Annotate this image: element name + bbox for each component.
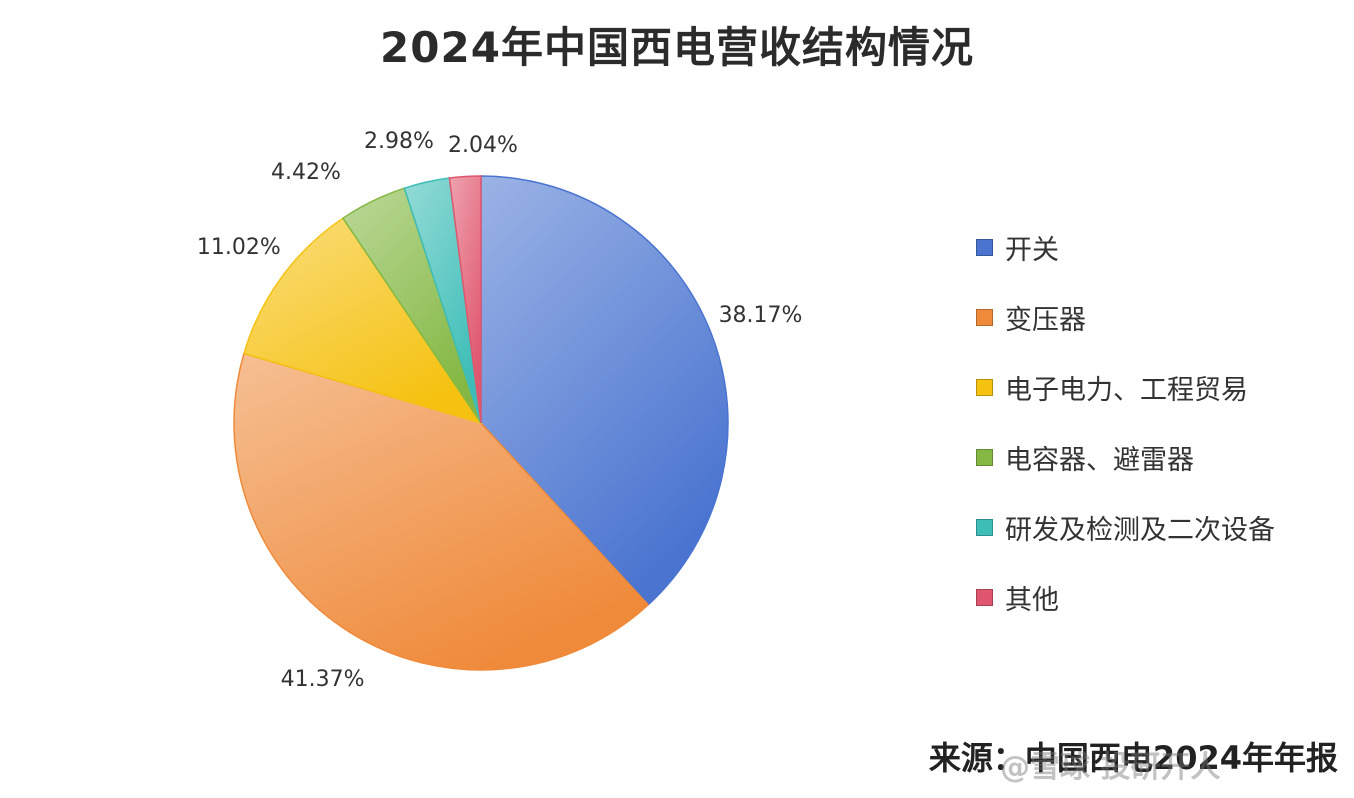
legend-swatch-1 <box>976 238 993 256</box>
slice-label-5: 2.98% <box>364 129 434 154</box>
legend-item-5: 研发及检测及二次设备 <box>976 492 1275 562</box>
legend-label-5: 研发及检测及二次设备 <box>1005 514 1275 546</box>
legend-item-6: 其他 <box>976 562 1275 632</box>
slice-label-4: 4.42% <box>271 160 341 185</box>
legend-item-3: 电子电力、工程贸易 <box>976 352 1275 422</box>
pie-slice-2 <box>233 352 650 671</box>
slice-label-1: 38.17% <box>719 303 803 328</box>
slice-label-6: 2.04% <box>448 133 518 158</box>
slice-label-3: 11.02% <box>197 235 281 260</box>
slice-label-2: 41.37% <box>281 667 365 692</box>
legend-label-2: 变压器 <box>1005 304 1086 336</box>
pie-slice-6 <box>448 175 482 424</box>
legend-swatch-4 <box>976 448 993 466</box>
legend-swatch-3 <box>976 378 993 396</box>
watermark: @雪球 投研开人 <box>1000 750 1221 785</box>
pie-slice-1 <box>480 175 729 606</box>
legend-item-2: 变压器 <box>976 282 1275 352</box>
pie-slice-3 <box>243 217 483 425</box>
source-note: 来源：中国西电2024年年报 <box>928 739 1338 777</box>
chart-legend: 开关变压器电子电力、工程贸易 电容器、避雷器研发及检测及二次设备 其他 <box>976 212 1275 632</box>
legend-label-6: 其他 <box>1005 584 1059 616</box>
legend-item-1: 开关 <box>976 212 1275 282</box>
legend-label-3: 电子电力、工程贸易 <box>1005 374 1248 406</box>
legend-item-4: 电容器、避雷器 <box>976 422 1275 492</box>
legend-label-1: 开关 <box>1005 234 1059 266</box>
legend-swatch-5 <box>976 518 993 536</box>
legend-swatch-2 <box>976 308 993 326</box>
chart-title: 2024年中国西电营收结构情况 <box>380 23 974 72</box>
legend-label-4: 电容器、避雷器 <box>1005 444 1194 476</box>
legend-swatch-6 <box>976 588 993 606</box>
